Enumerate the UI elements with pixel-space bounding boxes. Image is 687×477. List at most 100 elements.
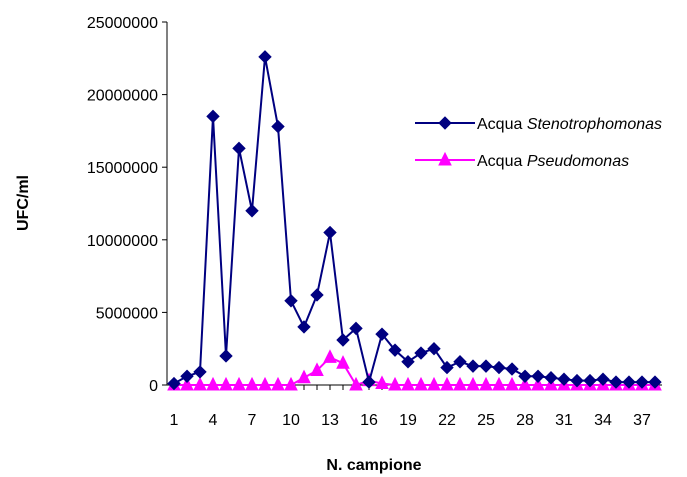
- data-point: [180, 369, 194, 383]
- data-point: [531, 369, 545, 383]
- data-point: [544, 371, 558, 385]
- data-point: [557, 372, 571, 386]
- data-point: [258, 50, 272, 64]
- data-point: [336, 355, 350, 369]
- legend-label-plain: Acqua: [477, 116, 527, 133]
- data-point: [570, 373, 584, 388]
- legend-label-italic: Stenotrophomonas: [527, 116, 662, 133]
- data-point: [492, 360, 506, 375]
- data-point: [518, 369, 532, 383]
- data-point: [596, 372, 610, 386]
- data-point: [466, 376, 480, 391]
- data-point: [180, 376, 194, 391]
- data-point: [401, 376, 415, 391]
- data-point: [323, 225, 337, 240]
- data-point: [297, 320, 311, 334]
- x-tick-label: 34: [594, 412, 612, 429]
- series-0: [167, 50, 662, 391]
- y-axis-ticks: 0 5000000 10000000 15000000 20000000 25000000: [87, 15, 167, 395]
- data-point: [414, 346, 428, 360]
- data-point: [427, 341, 441, 356]
- data-point: [219, 376, 233, 391]
- data-point: [193, 365, 207, 379]
- data-point: [505, 376, 519, 391]
- data-point: [284, 376, 298, 391]
- legend-marker: [438, 116, 452, 130]
- data-point: [336, 333, 350, 347]
- legend-label: Acqua Pseudomonas: [477, 153, 629, 170]
- plot-area: 0 5000000 10000000 15000000 20000000 25000000…: [87, 15, 662, 429]
- y-tick-label: 15000000: [87, 160, 158, 177]
- x-axis-ticks: 1 4 7 10 13 16 19 22 25 28 31 34 37: [170, 385, 656, 429]
- data-point: [232, 141, 246, 156]
- data-point: [453, 376, 467, 391]
- x-tick-label: 4: [209, 412, 218, 429]
- legend-label-plain: Acqua: [477, 153, 527, 170]
- data-point: [388, 376, 402, 391]
- data-point: [271, 376, 285, 391]
- data-point: [193, 376, 207, 391]
- data-point: [167, 376, 181, 391]
- legend-marker: [438, 151, 452, 166]
- data-point: [310, 362, 324, 376]
- x-tick-label: 10: [282, 412, 300, 429]
- data-point: [245, 204, 259, 218]
- data-point: [206, 109, 220, 124]
- data-point: [388, 343, 402, 357]
- data-point: [375, 327, 389, 341]
- data-point: [492, 376, 506, 391]
- y-tick-label: 20000000: [87, 88, 158, 105]
- data-point: [440, 360, 454, 375]
- data-point: [401, 355, 415, 369]
- x-tick-label: 31: [555, 412, 573, 429]
- data-point: [297, 369, 311, 384]
- data-point: [648, 375, 662, 389]
- x-tick-label: 19: [399, 412, 417, 429]
- y-tick-label: 5000000: [96, 305, 158, 322]
- data-point: [427, 376, 441, 391]
- legend-entry: Acqua Stenotrophomonas: [415, 116, 662, 133]
- legend-label: Acqua Stenotrophomonas: [477, 116, 662, 133]
- data-point: [440, 376, 454, 391]
- data-point: [284, 294, 298, 308]
- data-point: [531, 376, 545, 391]
- data-point: [206, 376, 220, 391]
- data-point: [349, 321, 363, 336]
- data-point: [609, 375, 623, 389]
- x-tick-label: 7: [248, 412, 257, 429]
- x-tick-label: 16: [360, 412, 378, 429]
- series-line: [173, 56, 655, 385]
- data-point: [622, 375, 636, 389]
- data-point: [375, 375, 389, 390]
- x-tick-label: 1: [170, 412, 179, 429]
- data-point: [245, 376, 259, 391]
- data-point: [310, 288, 324, 302]
- x-tick-label: 25: [477, 412, 495, 429]
- y-tick-label: 0: [149, 378, 158, 395]
- x-axis-title: N. campione: [326, 457, 421, 474]
- series-layer: [167, 50, 662, 391]
- x-tick-label: 22: [438, 412, 456, 429]
- x-tick-label: 28: [516, 412, 534, 429]
- data-point: [479, 359, 493, 373]
- x-tick-label: 37: [633, 412, 651, 429]
- data-point: [258, 376, 272, 391]
- data-point: [349, 376, 363, 391]
- data-point: [583, 373, 597, 388]
- legend-label-italic: Pseudomonas: [527, 153, 629, 170]
- data-point: [414, 376, 428, 391]
- y-tick-label: 25000000: [87, 15, 158, 32]
- y-axis-title: UFC/ml: [15, 175, 32, 231]
- data-point: [362, 375, 376, 389]
- data-point: [219, 349, 233, 363]
- data-point: [466, 359, 480, 373]
- data-point: [271, 119, 285, 134]
- data-point: [518, 376, 532, 391]
- data-point: [479, 376, 493, 391]
- data-point: [232, 376, 246, 391]
- x-tick-label: 13: [321, 412, 339, 429]
- legend-entry: Acqua Pseudomonas: [415, 151, 629, 170]
- data-point: [505, 362, 519, 376]
